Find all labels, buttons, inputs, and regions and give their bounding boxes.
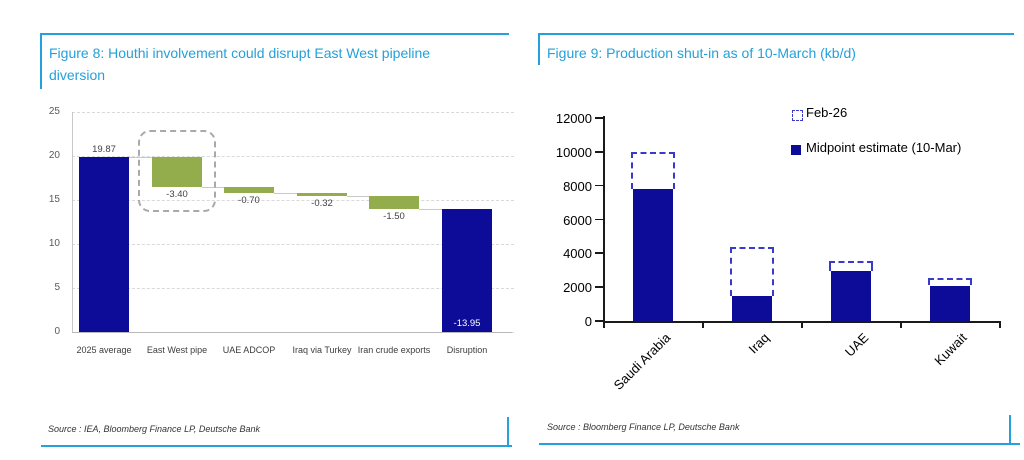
y-axis-tick bbox=[595, 286, 603, 288]
bar-value-label: 19.87 bbox=[92, 144, 116, 156]
y-axis-tick-label: 6000 bbox=[563, 212, 592, 228]
feb26-dashed-bar bbox=[729, 247, 774, 297]
bar-value-label: -13.95 bbox=[453, 318, 481, 329]
legend-midpoint-label: Midpoint estimate (10-Mar) bbox=[806, 140, 962, 155]
figure8-left-border bbox=[40, 33, 42, 89]
gridline bbox=[72, 200, 514, 201]
y-axis-tick-label: 20 bbox=[48, 150, 60, 161]
legend-midpoint-swatch-icon bbox=[791, 145, 801, 155]
x-axis-category-label: East West pipe bbox=[146, 345, 208, 355]
figure9-source-right-border bbox=[1009, 415, 1011, 445]
figure8-top-border bbox=[40, 33, 509, 35]
figure9-left-border bbox=[538, 33, 540, 65]
y-axis-tick-label: 10 bbox=[48, 238, 60, 249]
figure8-bottom-border bbox=[41, 445, 512, 447]
x-axis-category-label: Saudi Arabia bbox=[610, 330, 674, 393]
figure8-source-right-border bbox=[507, 417, 509, 447]
y-axis-tick bbox=[595, 151, 603, 153]
y-axis-tick-label: 4000 bbox=[563, 246, 592, 262]
bar-value-label: -1.50 bbox=[383, 211, 405, 223]
midpoint-solid-bar bbox=[632, 189, 673, 321]
figure9-title: Figure 9: Production shut-in as of 10-Ma… bbox=[547, 45, 856, 61]
y-axis-tick-label: 12000 bbox=[555, 111, 592, 127]
x-axis-category-label: Iraq via Turkey bbox=[292, 345, 352, 355]
gridline bbox=[72, 288, 514, 289]
x-axis-category-label: UAE ADCOP bbox=[222, 345, 276, 355]
x-axis-tick bbox=[900, 321, 902, 328]
feb26-dashed-bar bbox=[828, 261, 873, 272]
legend-feb26-swatch-icon bbox=[792, 110, 803, 121]
y-axis-tick bbox=[595, 184, 603, 187]
waterfall-bar bbox=[224, 187, 274, 194]
figure8-title: Figure 8: Houthi involvement could disru… bbox=[49, 45, 431, 83]
x-axis-category-label: Disruption bbox=[446, 345, 488, 355]
bar-value-label: -0.70 bbox=[238, 195, 260, 207]
figure9-top-border bbox=[538, 33, 1014, 35]
gridline bbox=[72, 156, 514, 157]
connector-line bbox=[129, 157, 152, 159]
connector-line bbox=[202, 187, 224, 189]
x-axis-category-label: Iran crude exports bbox=[357, 345, 431, 355]
y-axis-tick-label: 15 bbox=[48, 194, 60, 205]
midpoint-solid-bar bbox=[830, 271, 871, 321]
feb26-dashed-bar bbox=[927, 277, 972, 286]
waterfall-bar bbox=[152, 157, 202, 188]
y-axis-tick-label: 5 bbox=[54, 282, 60, 293]
x-axis-tick bbox=[702, 321, 704, 328]
bar-value-label: -3.40 bbox=[166, 189, 188, 201]
y-axis-tick-label: 2000 bbox=[563, 280, 592, 296]
x-axis-line bbox=[72, 332, 512, 333]
connector-line bbox=[274, 193, 297, 195]
waterfall-bar bbox=[79, 157, 129, 332]
y-axis-tick bbox=[595, 320, 603, 322]
waterfall-bar bbox=[297, 193, 347, 197]
y-axis-tick-label: 0 bbox=[54, 326, 60, 337]
x-axis-tick bbox=[603, 321, 605, 328]
highlight-dashed-box bbox=[138, 130, 216, 213]
midpoint-solid-bar bbox=[731, 296, 772, 321]
waterfall-bar bbox=[369, 196, 419, 210]
midpoint-solid-bar bbox=[929, 285, 970, 321]
y-axis-tick-label: 8000 bbox=[563, 178, 592, 194]
x-axis-category-label: Kuwait bbox=[931, 330, 971, 369]
x-axis-category-label: UAE bbox=[841, 330, 872, 360]
figure8-source: Source : IEA, Bloomberg Finance LP, Deut… bbox=[48, 424, 260, 434]
y-axis-tick-label: 0 bbox=[584, 314, 592, 329]
figure9-bottom-border bbox=[539, 443, 1020, 445]
feb26-dashed-bar bbox=[630, 152, 675, 190]
y-axis-tick bbox=[595, 218, 603, 221]
y-axis-tick-label: 10000 bbox=[555, 145, 592, 160]
gridline bbox=[72, 244, 514, 245]
y-axis-tick bbox=[595, 252, 603, 254]
y-axis-line bbox=[72, 112, 73, 332]
figure9-source: Source : Bloomberg Finance LP, Deutsche … bbox=[547, 422, 740, 432]
x-axis-category-label: 2025 average bbox=[76, 345, 132, 355]
connector-line bbox=[419, 209, 442, 211]
waterfall-bar bbox=[442, 209, 492, 332]
bar-value-label: -0.32 bbox=[311, 198, 333, 210]
y-axis-tick-label: 25 bbox=[48, 106, 60, 117]
x-axis-tick bbox=[801, 321, 803, 328]
gridline bbox=[72, 112, 514, 113]
connector-line bbox=[347, 196, 369, 198]
y-axis-tick bbox=[595, 117, 603, 119]
y-axis-line bbox=[603, 116, 605, 323]
x-axis-category-label: Iraq bbox=[745, 330, 773, 357]
legend-feb26-label: Feb-26 bbox=[806, 105, 848, 120]
x-axis-tick bbox=[999, 321, 1001, 328]
